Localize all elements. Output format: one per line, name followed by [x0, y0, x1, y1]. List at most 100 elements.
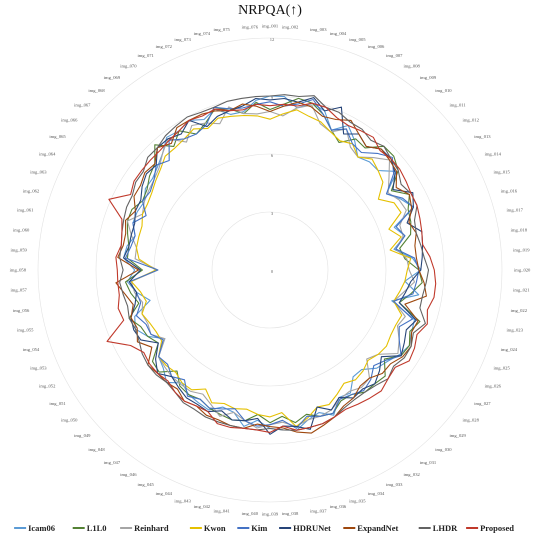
- series-line-l1l0: [124, 97, 423, 424]
- legend-item-reinhard[interactable]: Reinhard: [120, 523, 169, 533]
- category-label: img_043: [174, 498, 191, 503]
- radial-tick-label: 0: [271, 269, 274, 274]
- category-label: img_051: [49, 401, 66, 406]
- category-label: img_059: [10, 247, 27, 252]
- legend-item-l1l0[interactable]: L1L0: [72, 523, 107, 533]
- category-label: img_047: [104, 460, 121, 465]
- series-line-proposed: [106, 102, 437, 433]
- category-label: img_022: [511, 308, 528, 313]
- category-label: img_013: [474, 134, 491, 139]
- category-label: img_074: [194, 31, 211, 36]
- category-label: img_037: [310, 508, 327, 513]
- legend-item-kim[interactable]: Kim: [237, 523, 267, 533]
- category-label: img_044: [156, 491, 173, 496]
- legend[interactable]: Icam06 L1L0 Reinhard Kwon Kim HDRUNet ExpandNe…: [14, 523, 514, 533]
- category-label: img_024: [501, 347, 518, 352]
- category-label: img_036: [330, 504, 347, 509]
- category-label: img_004: [330, 31, 347, 36]
- category-label: img_033: [386, 482, 403, 487]
- category-label: img_061: [17, 208, 34, 213]
- category-label: img_056: [13, 308, 30, 313]
- category-label: img_053: [30, 366, 47, 371]
- grid-ring: [211, 211, 329, 329]
- series-line-lhdr: [119, 94, 430, 431]
- radial-tick-label: 12: [270, 37, 275, 42]
- legend-label: Reinhard: [134, 523, 169, 533]
- category-label: img_008: [403, 63, 420, 68]
- category-label: img_068: [88, 88, 105, 93]
- legend-item-hdrunet[interactable]: HDRUNet: [279, 523, 331, 533]
- category-label: img_067: [74, 102, 91, 107]
- category-label: img_064: [39, 151, 56, 156]
- legend-label: ExpandNet: [357, 523, 398, 533]
- category-label: img_072: [156, 44, 173, 49]
- category-label: img_038: [282, 511, 299, 516]
- radial-tick-labels: 0 3 6 9 12: [270, 37, 275, 274]
- category-label: img_075: [213, 27, 230, 32]
- category-label: img_023: [507, 327, 524, 332]
- category-label: img_031: [420, 460, 437, 465]
- category-label: img_066: [61, 118, 78, 123]
- legend-item-kwon[interactable]: Kwon: [189, 523, 226, 533]
- category-label: img_007: [386, 53, 403, 58]
- category-label: img_045: [138, 482, 155, 487]
- legend-item-expandnet[interactable]: ExpandNet: [343, 523, 399, 533]
- legend-item-icam06[interactable]: Icam06: [14, 523, 55, 533]
- category-label: img_006: [368, 44, 385, 49]
- category-labels: img_001 img_002 img_003img_004img_005img_0…: [10, 24, 531, 517]
- grid-ring: [153, 153, 387, 387]
- category-label: img_065: [49, 134, 66, 139]
- category-label: img_070: [120, 63, 137, 68]
- category-label: img_015: [493, 170, 510, 175]
- category-label: img_041: [213, 508, 230, 513]
- category-label: img_020: [514, 268, 531, 273]
- radial-tick-label: 6: [271, 153, 274, 158]
- series-line-kim: [124, 98, 420, 429]
- category-label: img_042: [194, 504, 211, 509]
- legend-label: Proposed: [480, 523, 514, 533]
- legend-label: HDRUNet: [293, 523, 331, 533]
- category-label: img_058: [10, 268, 27, 273]
- category-label: img_016: [501, 188, 518, 193]
- category-label: img_025: [493, 366, 510, 371]
- grid-ring: [37, 37, 503, 503]
- category-label: img_018: [511, 227, 528, 232]
- category-label: img_005: [349, 37, 366, 42]
- category-label: img_039: [262, 512, 279, 517]
- category-label: img_034: [368, 491, 385, 496]
- category-label: img_026: [485, 384, 502, 389]
- category-label: img_017: [507, 208, 524, 213]
- series-lines: [106, 94, 437, 435]
- category-label: img_071: [138, 53, 155, 58]
- category-label: img_012: [463, 118, 480, 123]
- category-label: img_076: [242, 24, 259, 29]
- legend-label: L1L0: [87, 523, 107, 533]
- category-label: img_028: [463, 417, 480, 422]
- category-label: img_049: [74, 433, 91, 438]
- category-label: img_055: [17, 327, 34, 332]
- series-line-kwon: [130, 109, 412, 427]
- radial-tick-label: 9: [271, 95, 274, 100]
- legend-label: Icam06: [28, 523, 55, 533]
- category-label: img_063: [30, 170, 47, 175]
- legend-label: LHDR: [433, 523, 458, 533]
- category-label: img_035: [349, 498, 366, 503]
- category-label: img_057: [10, 288, 27, 293]
- category-label: img_050: [61, 417, 78, 422]
- legend-item-lhdr[interactable]: LHDR: [418, 523, 458, 533]
- category-label: img_048: [88, 447, 105, 452]
- category-label: img_052: [39, 384, 56, 389]
- legend-item-proposed[interactable]: Proposed: [466, 523, 514, 533]
- category-label: img_073: [174, 37, 191, 42]
- category-label: img_029: [450, 433, 467, 438]
- category-label: img_027: [474, 401, 491, 406]
- radial-tick-label: 3: [271, 211, 274, 216]
- category-label: img_014: [485, 151, 502, 156]
- category-label: img_060: [13, 227, 30, 232]
- category-label: img_040: [242, 511, 259, 516]
- category-label: img_032: [403, 472, 420, 477]
- category-label: img_021: [513, 288, 530, 293]
- legend-label: Kim: [251, 523, 267, 533]
- category-label: img_003: [310, 27, 327, 32]
